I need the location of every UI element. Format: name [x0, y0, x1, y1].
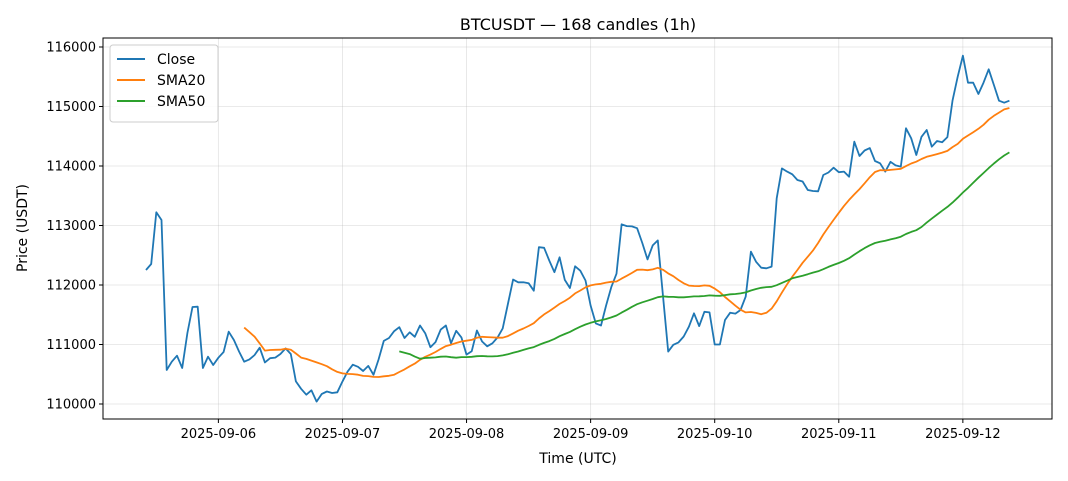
series-line-close: [145, 54, 1010, 403]
x-tick-label: 2025-09-12: [925, 427, 1001, 442]
y-tick-label: 112000: [46, 278, 96, 293]
x-axis-label: Time (UTC): [538, 451, 616, 467]
x-tick-label: 2025-09-07: [305, 427, 381, 442]
axes: 110000 111000 112000 113000 114000 115000 1160…: [46, 40, 1000, 442]
x-tick-label: 2025-09-10: [677, 427, 753, 442]
legend: Close SMA20 SMA50: [109, 44, 219, 123]
series-lines: [145, 54, 1010, 403]
y-tick-label: 114000: [46, 159, 96, 174]
y-tick-label: 110000: [46, 398, 96, 413]
y-tick-label: 116000: [46, 40, 96, 55]
y-tick-label: 111000: [46, 338, 96, 353]
chart-title: BTCUSDT — 168 candles (1h): [460, 15, 696, 34]
legend-label-sma20: SMA20: [157, 73, 205, 89]
y-tick-label: 113000: [46, 219, 96, 234]
x-tick-label: 2025-09-09: [553, 427, 629, 442]
y-axis-label: Price (USDT): [15, 184, 31, 272]
y-tick-label: 115000: [46, 100, 96, 115]
x-tick-label: 2025-09-11: [801, 427, 877, 442]
x-tick-label: 2025-09-06: [181, 427, 257, 442]
legend-label-close: Close: [157, 52, 195, 68]
plot-frame: [102, 37, 1053, 420]
series-line-sma50: [399, 151, 1010, 360]
legend-label-sma50: SMA50: [157, 94, 205, 110]
series-line-sma20: [243, 107, 1010, 378]
x-tick-label: 2025-09-08: [429, 427, 505, 442]
